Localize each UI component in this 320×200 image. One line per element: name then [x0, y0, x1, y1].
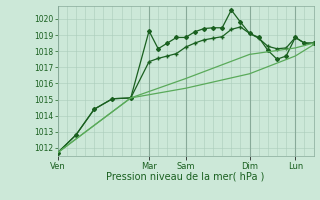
X-axis label: Pression niveau de la mer( hPa ): Pression niveau de la mer( hPa )	[107, 172, 265, 182]
